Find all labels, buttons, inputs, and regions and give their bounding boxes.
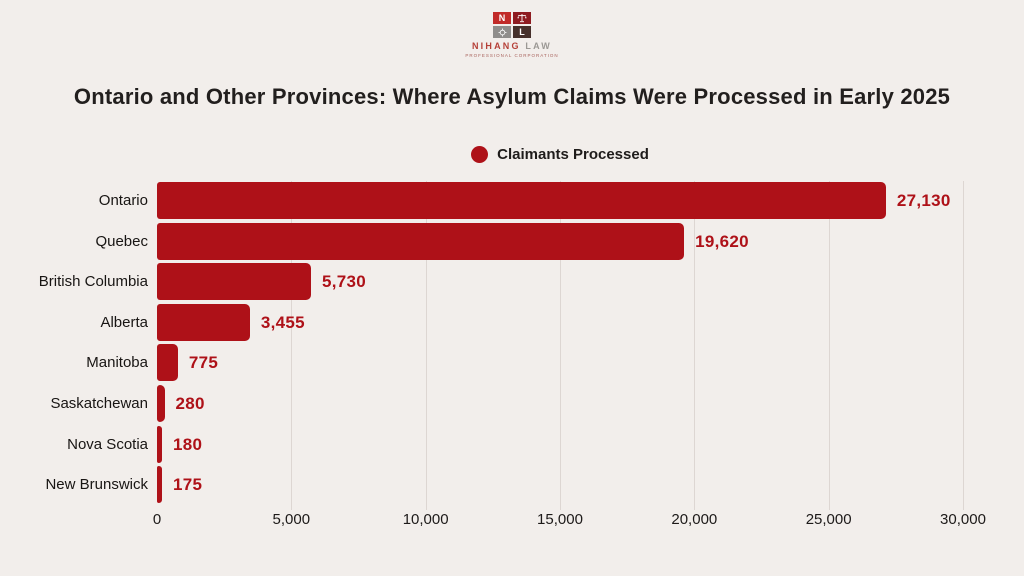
x-axis-tick-label: 0 bbox=[152, 511, 162, 528]
gridline bbox=[694, 181, 696, 510]
bar bbox=[157, 425, 162, 463]
scales-of-justice-icon bbox=[513, 12, 531, 24]
category-label: New Brunswick bbox=[45, 476, 148, 494]
bar bbox=[157, 182, 886, 219]
gridline bbox=[963, 181, 964, 510]
bar bbox=[157, 263, 311, 301]
value-label: 280 bbox=[175, 394, 205, 413]
gridline bbox=[291, 181, 293, 510]
value-label: 19,620 bbox=[695, 231, 749, 251]
x-axis-tick-label: 15,000 bbox=[537, 511, 583, 528]
logo-tile-n: N bbox=[493, 12, 511, 24]
logo-tile-grid: N bbox=[493, 12, 531, 38]
bar bbox=[157, 344, 178, 382]
value-label: 180 bbox=[173, 434, 203, 454]
bar bbox=[157, 466, 162, 504]
bar bbox=[157, 303, 250, 341]
bar bbox=[157, 385, 165, 422]
x-axis-tick-label: 25,000 bbox=[805, 511, 852, 528]
category-label: Nova Scotia bbox=[67, 435, 148, 453]
gear-icon bbox=[493, 26, 511, 38]
value-label: 175 bbox=[173, 475, 203, 495]
value-label: 27,130 bbox=[896, 191, 951, 210]
bar bbox=[157, 222, 685, 260]
chart-title: Ontario and Other Provinces: Where Asylu… bbox=[73, 84, 951, 109]
x-axis-tick-label: 10,000 bbox=[402, 511, 449, 528]
logo-subtitle: PROFESSIONAL CORPORATION bbox=[465, 52, 559, 58]
gridline bbox=[425, 181, 427, 510]
x-axis-tick-label: 30,000 bbox=[940, 511, 986, 528]
logo-tile-l: L bbox=[513, 26, 531, 38]
gridline bbox=[560, 181, 561, 510]
category-label: Ontario bbox=[98, 192, 148, 209]
logo-name-primary: NIHANG bbox=[471, 41, 521, 51]
category-label: Alberta bbox=[100, 313, 148, 331]
category-label: Manitoba bbox=[86, 354, 148, 372]
x-axis-tick-label: 5,000 bbox=[272, 511, 311, 528]
logo-name-secondary: LAW bbox=[525, 41, 552, 51]
gridline bbox=[828, 181, 830, 510]
value-label: 775 bbox=[188, 353, 219, 373]
value-label: 5,730 bbox=[321, 272, 366, 292]
legend-label: Claimants Processed bbox=[497, 146, 649, 163]
legend-marker-dot bbox=[471, 146, 489, 163]
nihang-law-logo: N bbox=[0, 12, 1024, 58]
category-label: Saskatchewan bbox=[50, 395, 148, 412]
category-label: British Columbia bbox=[38, 273, 148, 291]
category-label: Quebec bbox=[95, 232, 148, 250]
x-axis-tick-label: 20,000 bbox=[671, 511, 718, 528]
chart-legend: Claimants Processed bbox=[157, 146, 963, 163]
logo-wordmark: NIHANG LAW bbox=[472, 42, 552, 51]
value-label: 3,455 bbox=[260, 312, 305, 332]
